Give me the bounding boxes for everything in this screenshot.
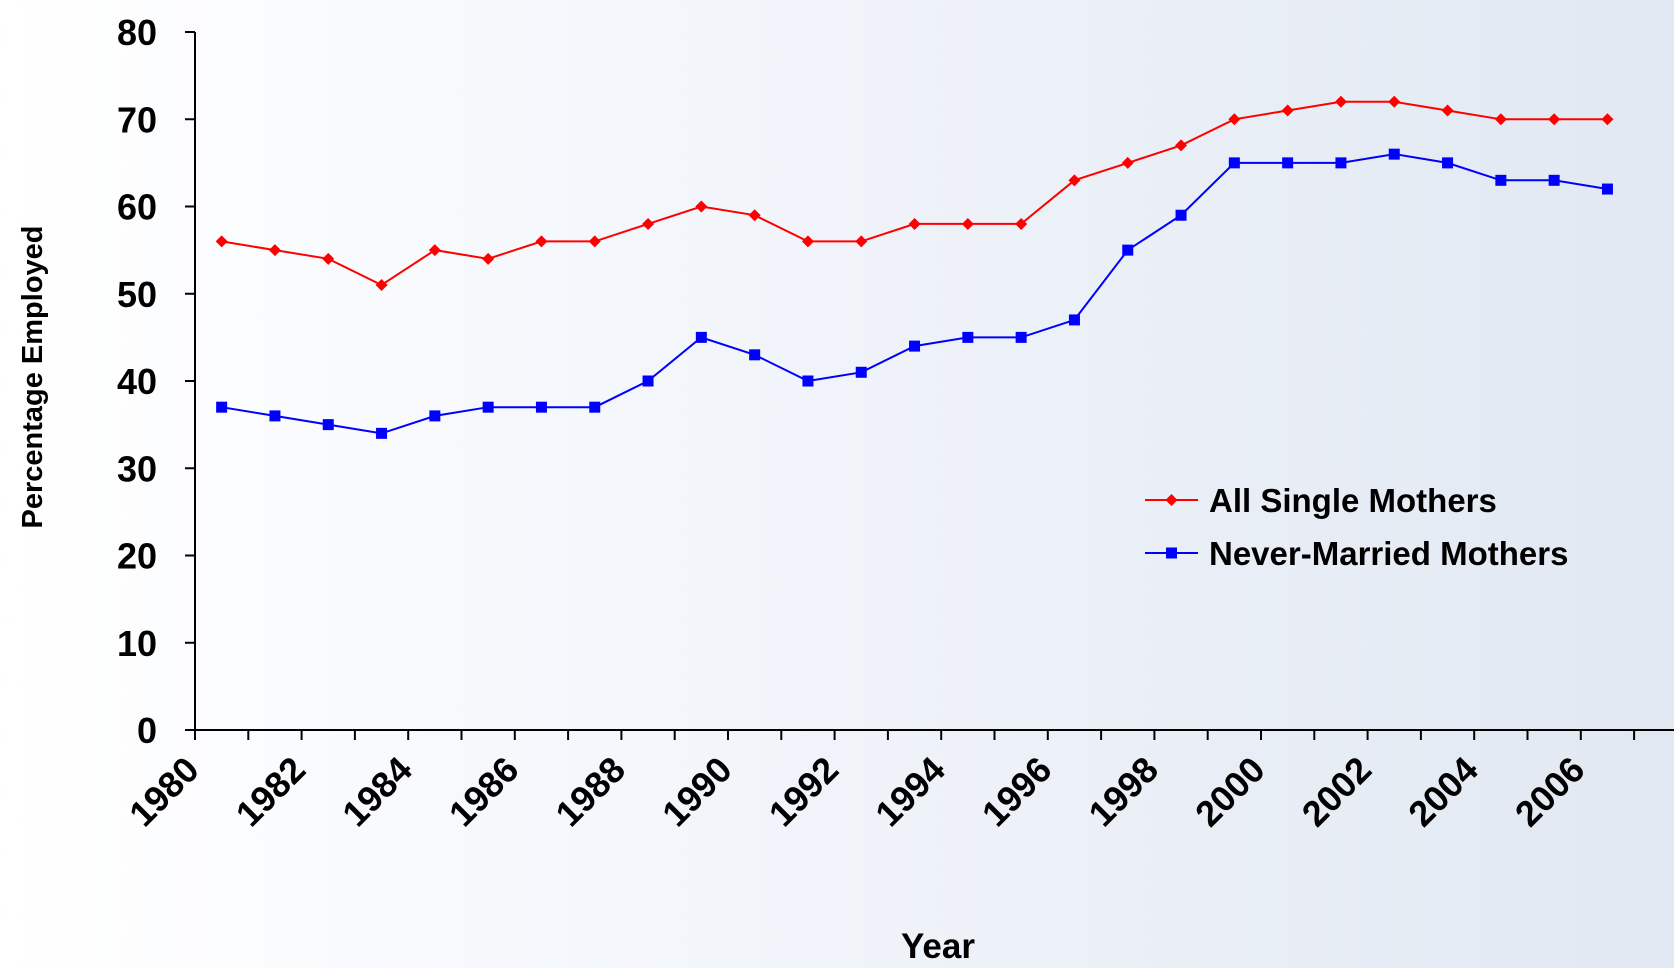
data-point (1175, 209, 1187, 221)
y-tick-label: 80 (117, 12, 157, 53)
data-point (375, 279, 388, 292)
series-layer (215, 95, 1614, 439)
y-axis-title: Percentage Employed (17, 226, 49, 529)
data-point (1015, 217, 1028, 230)
data-point (1334, 95, 1347, 108)
data-point (695, 331, 707, 343)
series-2 (216, 148, 1613, 439)
data-point (1495, 174, 1507, 186)
data-point (961, 217, 974, 230)
data-point (1335, 157, 1347, 169)
data-point (801, 235, 814, 248)
data-point (1228, 157, 1240, 169)
data-point (1601, 113, 1614, 126)
legend-label: All Single Mothers (1209, 482, 1497, 519)
x-tick-label: 1986 (441, 749, 527, 835)
data-point (749, 349, 761, 361)
data-point (428, 244, 441, 257)
data-point (1548, 113, 1561, 126)
data-point (1068, 314, 1080, 326)
x-tick-label: 2002 (1294, 749, 1380, 835)
legend-item: All Single Mothers (1145, 482, 1497, 519)
data-point (268, 244, 281, 257)
data-point (1228, 113, 1241, 126)
data-point (695, 200, 708, 213)
y-tick-label: 30 (117, 448, 157, 489)
data-point (535, 235, 548, 248)
x-tick-label: 2000 (1187, 749, 1273, 835)
data-point (962, 331, 974, 343)
data-point (1388, 95, 1401, 108)
x-tick-label: 1984 (334, 749, 420, 835)
y-tick-label: 10 (117, 623, 157, 664)
data-point (535, 401, 547, 413)
data-point (1122, 244, 1134, 256)
data-point (482, 401, 494, 413)
data-point (1281, 104, 1294, 117)
data-point (1601, 183, 1613, 195)
data-point (748, 209, 761, 222)
data-point (1282, 157, 1294, 169)
data-point (216, 401, 228, 413)
data-point (1548, 174, 1560, 186)
y-tick-label: 60 (117, 187, 157, 228)
data-point (1442, 157, 1454, 169)
data-point (908, 217, 921, 230)
data-point (322, 252, 335, 265)
data-point (642, 217, 655, 230)
x-axis-title: Year (901, 927, 975, 963)
series-1 (215, 95, 1614, 292)
axes (194, 32, 1674, 731)
x-tick-label: 1998 (1080, 749, 1166, 835)
data-point (1388, 148, 1400, 160)
x-tick-label: 1996 (974, 749, 1060, 835)
x-tick-label: 1994 (867, 749, 953, 835)
data-point (588, 235, 601, 248)
data-point (802, 375, 814, 387)
x-tick-label: 1992 (761, 749, 847, 835)
x-tick-label: 1980 (121, 749, 207, 835)
data-point (855, 366, 867, 378)
x-tick-label: 1988 (547, 749, 633, 835)
y-tick-label: 0 (137, 710, 157, 751)
data-point (482, 252, 495, 265)
data-point (1175, 139, 1188, 152)
data-point (322, 419, 334, 431)
x-tick-label: 1990 (654, 749, 740, 835)
data-point (215, 235, 228, 248)
x-tick-label: 2004 (1400, 749, 1486, 835)
data-point (429, 410, 441, 422)
data-point (642, 375, 654, 387)
legend-marker (1165, 494, 1178, 506)
x-axis-ticks: 1980 1982 1984 1986 1988 1990 1992 1994 1996 1998… (121, 730, 1636, 835)
y-tick-label: 70 (117, 99, 157, 140)
data-point (909, 340, 921, 352)
data-point (1494, 113, 1507, 126)
legend: All Single Mothers Never-Married Mothers (1145, 482, 1568, 572)
series-line (221, 100, 1608, 287)
legend-marker (1166, 547, 1177, 559)
y-tick-label: 40 (117, 361, 157, 402)
legend-item: Never-Married Mothers (1145, 535, 1568, 572)
data-point (1441, 104, 1454, 117)
legend-label: Never-Married Mothers (1209, 535, 1568, 572)
data-point (855, 235, 868, 248)
x-tick-label: 1982 (228, 749, 314, 835)
series-line (221, 153, 1608, 435)
data-point (1015, 331, 1027, 343)
y-tick-label: 20 (117, 536, 157, 577)
data-point (1068, 174, 1081, 187)
data-point (1121, 156, 1134, 169)
x-tick-label: 2006 (1507, 749, 1593, 835)
y-tick-label: 50 (117, 274, 157, 315)
data-point (376, 427, 388, 439)
data-point (589, 401, 601, 413)
y-axis-ticks: 0 10 20 30 40 50 60 70 80 (117, 12, 195, 751)
data-point (269, 410, 281, 422)
